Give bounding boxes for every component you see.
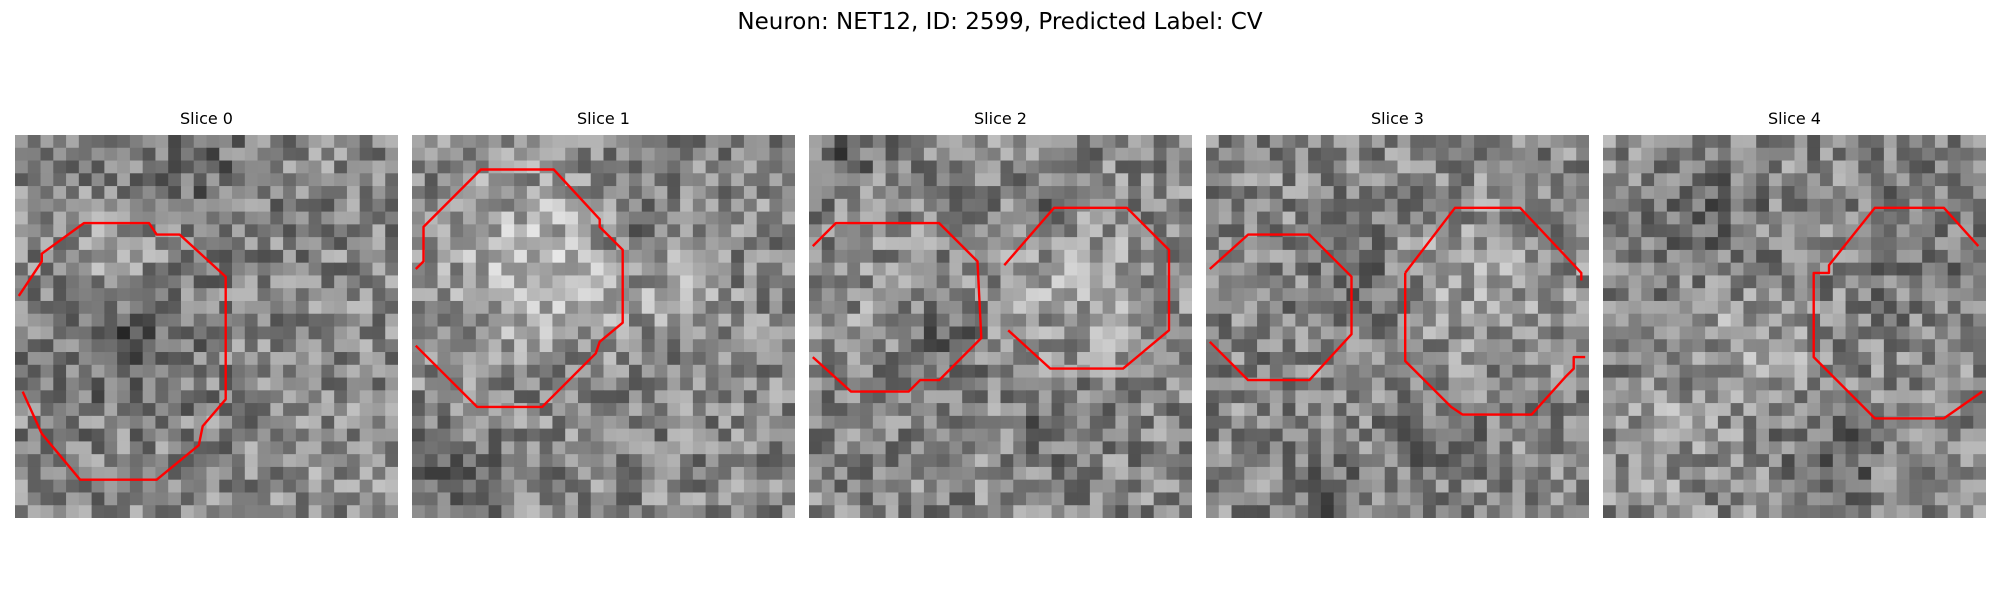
slice-panel-3: Slice 3	[1206, 108, 1589, 518]
figure-title: Neuron: NET12, ID: 2599, Predicted Label…	[737, 9, 1263, 35]
noise-texture	[15, 135, 398, 518]
slice-canvas-0	[15, 135, 398, 518]
slice-panel-1: Slice 1	[412, 108, 795, 518]
contour-3-2	[1403, 272, 1586, 416]
contour-2-1	[1003, 206, 1171, 370]
noise-texture	[1206, 135, 1589, 518]
contour-2-0	[811, 221, 983, 393]
slice-panel-2: Slice 2	[809, 108, 1192, 518]
slice-title-0: Slice 0	[180, 109, 233, 128]
contour-1-0	[414, 168, 624, 409]
noise-texture	[412, 135, 795, 518]
slice-title-2: Slice 2	[974, 109, 1027, 128]
contour-3-1	[1404, 206, 1583, 281]
slice-image-3	[1206, 135, 1589, 518]
slice-title-1: Slice 1	[577, 109, 630, 128]
slice-image-4	[1603, 135, 1986, 518]
noise-texture	[809, 135, 1192, 518]
slice-title-3: Slice 3	[1371, 109, 1424, 128]
contour-4-0	[1812, 206, 1983, 420]
slice-image-0	[15, 135, 398, 518]
contour-3-0	[1208, 233, 1353, 382]
slice-canvas-3	[1206, 135, 1589, 518]
noise-texture	[1603, 135, 1986, 518]
slice-panel-4: Slice 4	[1603, 108, 1986, 518]
slice-title-4: Slice 4	[1768, 109, 1821, 128]
slice-image-1	[412, 135, 795, 518]
slice-panel-0: Slice 0	[15, 108, 398, 518]
slice-image-2	[809, 135, 1192, 518]
contour-0-0	[17, 221, 227, 481]
slice-canvas-2	[809, 135, 1192, 518]
slice-canvas-4	[1603, 135, 1986, 518]
slice-canvas-1	[412, 135, 795, 518]
